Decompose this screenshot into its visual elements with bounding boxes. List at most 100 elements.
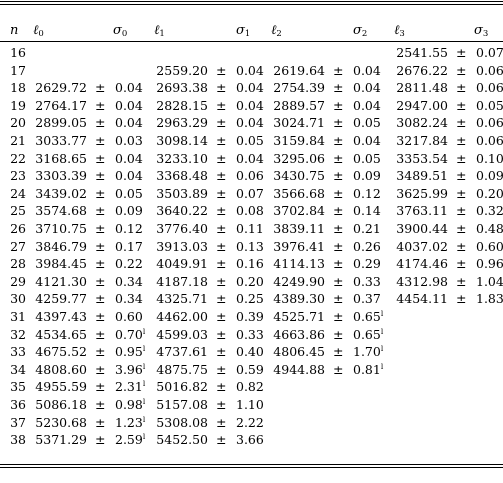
plus-minus-sign: ± xyxy=(333,150,344,166)
sigma-value-cell: 0.37 xyxy=(353,291,381,307)
sigma-value-cell: 1.83 xyxy=(476,291,503,307)
sigma-value-cell: 0.05 xyxy=(353,150,381,166)
sigma-value-cell: 1.70l xyxy=(353,344,384,360)
plus-minus-sign: ± xyxy=(95,414,106,430)
ell-value-cell: 2541.55 xyxy=(396,45,448,60)
plus-minus-sign: ± xyxy=(333,361,344,377)
ell-value-cell: 3168.65 xyxy=(35,150,87,166)
plus-minus-sign: ± xyxy=(95,361,106,377)
ell-value-cell: 4806.45 xyxy=(273,344,325,360)
column-header-subscript: 0 xyxy=(121,29,128,39)
ell-value-cell: 2693.38 xyxy=(156,80,208,96)
plus-minus-sign: ± xyxy=(216,185,227,201)
plus-minus-sign: ± xyxy=(333,344,344,360)
ell-value-cell: 3024.71 xyxy=(273,115,325,131)
sigma-value-cell: 0.40 xyxy=(236,344,264,360)
ell-value-cell: 3566.68 xyxy=(273,185,325,201)
row-n-cell: 38 xyxy=(10,432,26,448)
plus-minus-sign: ± xyxy=(216,203,227,219)
column-header-subscript: 2 xyxy=(361,29,368,39)
ell-value-cell: 3984.45 xyxy=(35,256,87,272)
plus-minus-sign: ± xyxy=(95,97,106,113)
sigma-value-cell: 0.11 xyxy=(236,221,264,236)
ell-value-cell: 4174.46 xyxy=(396,256,448,272)
ell-value-cell: 2889.57 xyxy=(273,97,325,113)
ell-value-cell: 4534.65 xyxy=(35,326,87,342)
sigma-value-cell: 0.70l xyxy=(115,326,146,342)
row-n-cell: 22 xyxy=(10,150,26,166)
ell-value-cell: 4737.61 xyxy=(156,344,208,360)
row-n-cell: 31 xyxy=(10,309,26,324)
plus-minus-sign: ± xyxy=(95,256,106,272)
sigma-value-cell: 0.06 xyxy=(476,62,503,78)
plus-minus-sign: ± xyxy=(333,221,344,236)
ell-value-cell: 5016.82 xyxy=(156,379,208,395)
ell-value-cell: 4462.00 xyxy=(156,309,208,324)
plus-minus-sign: ± xyxy=(216,115,227,131)
ell-value-cell: 4389.30 xyxy=(273,291,325,307)
row-n-cell: 28 xyxy=(10,256,26,272)
ell-value-cell: 4312.98 xyxy=(396,273,448,289)
ell-value-cell: 2676.22 xyxy=(396,62,448,78)
ell-value-cell: 2899.05 xyxy=(35,115,87,131)
sigma-value-cell: 1.23l xyxy=(115,414,146,430)
ell-value-cell: 4955.59 xyxy=(35,379,87,395)
column-header-symbol: ℓ xyxy=(271,23,277,38)
row-n-cell: 26 xyxy=(10,221,26,236)
plus-minus-sign: ± xyxy=(95,326,106,342)
sigma-value-cell: 0.81l xyxy=(353,361,384,377)
ell-value-cell: 3900.44 xyxy=(396,221,448,236)
row-n-cell: 24 xyxy=(10,185,26,201)
sigma-value-cell: 0.05 xyxy=(236,133,264,148)
ell-value-cell: 4187.18 xyxy=(156,273,208,289)
plus-minus-sign: ± xyxy=(333,115,344,131)
sigma-value-cell: 0.04 xyxy=(236,80,264,96)
plus-minus-sign: ± xyxy=(333,238,344,254)
footnote-mark: l xyxy=(142,379,146,389)
plus-minus-sign: ± xyxy=(95,168,106,184)
sigma-value-cell: 0.04 xyxy=(353,62,381,78)
ell-value-cell: 3439.02 xyxy=(35,185,87,201)
sigma-value-cell: 0.22 xyxy=(115,256,143,272)
ell-value-cell: 3368.48 xyxy=(156,168,208,184)
row-n-cell: 32 xyxy=(10,326,26,342)
column-header-symbol: σ xyxy=(474,23,483,38)
sigma-value-cell: 3.96l xyxy=(115,361,146,377)
sigma-value-cell: 0.04 xyxy=(236,115,264,131)
plus-minus-sign: ± xyxy=(456,238,467,254)
ell-value-cell: 2764.17 xyxy=(35,97,87,113)
footnote-mark: l xyxy=(142,414,146,424)
plus-minus-sign: ± xyxy=(333,62,344,78)
sigma-value-cell: 0.34 xyxy=(115,273,143,289)
footnote-mark: l xyxy=(380,361,384,371)
row-n-cell: 37 xyxy=(10,414,26,430)
plus-minus-sign: ± xyxy=(216,344,227,360)
plus-minus-sign: ± xyxy=(216,379,227,395)
column-header-subscript: 3 xyxy=(482,29,489,39)
sigma-value-cell: 0.04 xyxy=(115,168,143,184)
row-n-cell: 34 xyxy=(10,361,26,377)
plus-minus-sign: ± xyxy=(95,344,106,360)
sigma-value-cell: 0.17 xyxy=(115,238,143,254)
sigma-value-cell: 0.96 xyxy=(476,256,503,272)
sigma-value-cell: 0.10 xyxy=(476,150,503,166)
plus-minus-sign: ± xyxy=(216,291,227,307)
ell-value-cell: 3430.75 xyxy=(273,168,325,184)
sigma-value-cell: 0.32 xyxy=(476,203,503,219)
sigma-value-cell: 0.09 xyxy=(115,203,143,219)
ell-value-cell: 3702.84 xyxy=(273,203,325,219)
sigma-value-cell: 0.04 xyxy=(115,97,143,113)
plus-minus-sign: ± xyxy=(456,203,467,219)
ell-value-cell: 2754.39 xyxy=(273,80,325,96)
ell-value-cell: 4599.03 xyxy=(156,326,208,342)
footnote-mark: l xyxy=(142,344,146,354)
plus-minus-sign: ± xyxy=(216,168,227,184)
plus-minus-sign: ± xyxy=(95,291,106,307)
plus-minus-sign: ± xyxy=(333,309,344,324)
sigma-value-cell: 0.65l xyxy=(353,309,384,324)
header-rule xyxy=(0,41,503,42)
sigma-value-cell: 0.60 xyxy=(476,238,503,254)
ell-value-cell: 2559.20 xyxy=(156,62,208,78)
column-header: σ2 xyxy=(353,22,367,39)
row-n-cell: 29 xyxy=(10,273,26,289)
